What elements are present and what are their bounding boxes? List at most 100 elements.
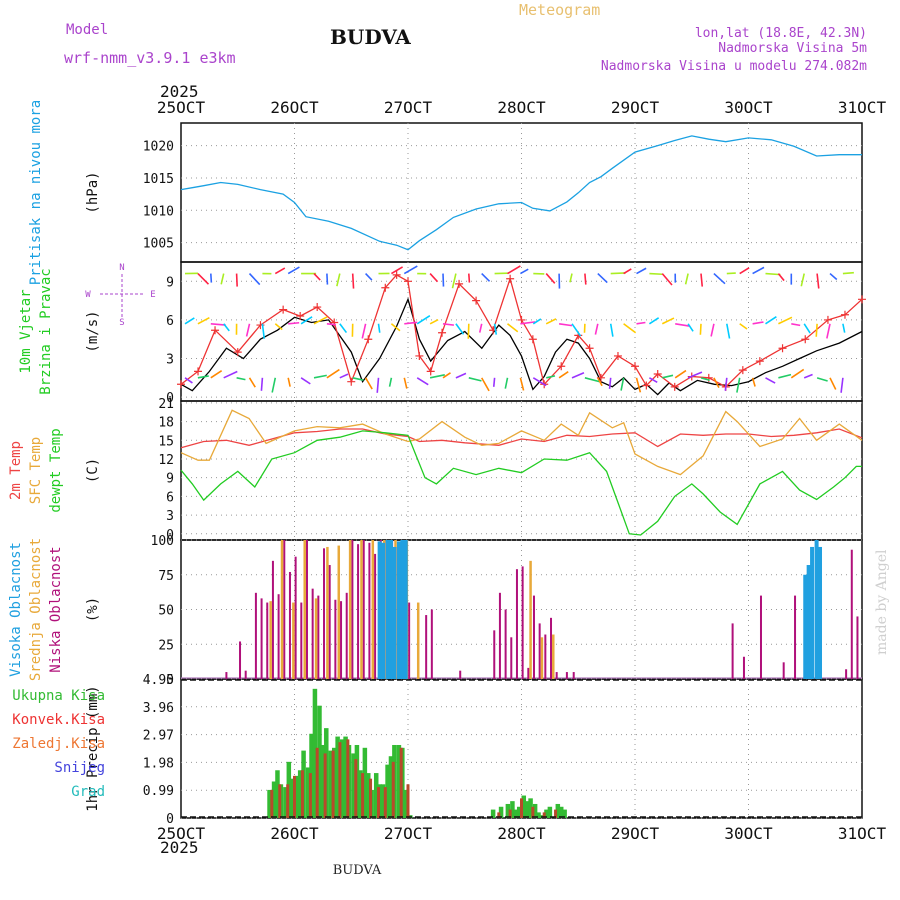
wind-barb: [532, 377, 547, 387]
meteogram-label: Meteogram: [519, 1, 600, 19]
legend-label-temperature: SFC Temp: [28, 437, 44, 504]
bar-cloud: [552, 634, 555, 679]
y-tick-label-temperature: 15: [158, 434, 174, 449]
bar-precip: [305, 767, 311, 818]
bar-precip: [396, 744, 402, 818]
wind-barb: [840, 377, 844, 393]
gust-marker: [438, 328, 447, 337]
legend-label-temperature: dewpt Temp: [48, 428, 64, 512]
model-name: wrf-nmm_v3.9.1 e3km: [64, 49, 236, 67]
bar-precip: [555, 803, 561, 818]
bar-cloud: [845, 669, 848, 679]
y-tick-label-precip: 4.95: [143, 673, 174, 688]
bar-cloud: [396, 541, 401, 679]
legend-label-cloud: Visoka Oblacnost: [8, 542, 24, 677]
bar-cloud: [254, 592, 257, 679]
wind-barb: [245, 323, 251, 337]
series-line-wind: [180, 274, 863, 388]
gust-marker: [557, 362, 566, 371]
bar-precip: [520, 798, 523, 818]
time-tick-label-bottom: 31OCT: [838, 824, 887, 843]
bar-precip: [536, 812, 541, 818]
gust-marker: [738, 366, 747, 375]
bar-cloud: [782, 662, 785, 679]
wind-barb: [300, 316, 313, 325]
bar-cloud: [550, 617, 553, 679]
bar-precip: [388, 756, 394, 818]
direction-legend: N W E S: [85, 263, 155, 328]
y-tick-label-temperature: 18: [158, 416, 174, 431]
wind-barb: [584, 273, 587, 285]
gust-marker: [177, 380, 185, 389]
wind-barb: [635, 377, 642, 393]
year-top: 2025: [160, 82, 199, 101]
wind-barb: [184, 377, 193, 384]
bar-precip: [317, 705, 322, 818]
gust-marker: [313, 303, 322, 312]
bar-cloud: [814, 540, 819, 679]
gust-marker: [279, 305, 288, 314]
wind-barb: [455, 372, 467, 379]
time-tick-label-bottom: 26OCT: [270, 824, 319, 843]
bar-cloud: [540, 637, 544, 679]
bar-cloud: [759, 595, 762, 679]
wind-barb: [274, 323, 283, 331]
bar-cloud: [416, 602, 420, 679]
bar-precip: [267, 789, 272, 818]
bar-cloud: [277, 594, 280, 679]
y-tick-label-pressure: 1020: [143, 140, 174, 155]
bar-cloud: [555, 672, 558, 679]
wind-barb: [468, 273, 471, 283]
wind-barb: [608, 377, 612, 389]
wind-barb: [751, 377, 756, 387]
wind-barb: [429, 318, 439, 325]
wind-barb: [493, 323, 498, 335]
wind-barb: [364, 377, 373, 390]
wind-barb: [597, 377, 603, 387]
wind-barb: [829, 272, 838, 281]
direction-north: N: [119, 263, 124, 273]
gust-marker: [472, 296, 481, 305]
gust-marker: [840, 310, 849, 319]
y-tick-label-cloud: 50: [158, 604, 174, 619]
bar-cloud: [303, 540, 306, 679]
bar-precip: [328, 750, 334, 818]
wind-barb: [649, 377, 658, 383]
bar-cloud: [348, 540, 352, 679]
bar-precip: [490, 809, 496, 818]
y-axis-label-pressure: (hPa): [85, 171, 101, 213]
wind-barb: [404, 321, 418, 325]
wind-barb: [816, 273, 820, 289]
bar-precip: [300, 770, 304, 818]
bar-cloud: [806, 565, 811, 679]
bar-cloud: [374, 553, 377, 679]
y-axis-label-wind: (m/s): [85, 310, 101, 352]
series-line-temperature: [180, 409, 863, 476]
bar-cloud: [280, 540, 284, 679]
bar-cloud: [504, 609, 507, 679]
wind-barb: [700, 377, 710, 382]
bar-cloud: [400, 540, 405, 679]
bar-cloud: [328, 565, 331, 679]
wind-barb: [339, 323, 348, 334]
legend-label-cloud: Srednja Oblacnost: [28, 538, 44, 681]
bar-precip: [403, 789, 408, 818]
bar-precip: [278, 784, 282, 818]
wind-barb: [481, 377, 490, 392]
wind-barb: [467, 323, 470, 339]
bar-cloud: [340, 601, 343, 679]
wind-barb: [520, 321, 536, 325]
wind-barb: [803, 373, 813, 379]
gust-marker: [392, 270, 401, 279]
wind-barb: [739, 323, 748, 330]
wind-barb: [377, 323, 381, 333]
wind-barb: [546, 375, 556, 379]
y-tick-label-pressure: 1015: [143, 172, 174, 187]
wind-barb: [210, 273, 213, 283]
bar-cloud: [294, 556, 297, 679]
legend-label-precip: Konvek.Kisa: [12, 712, 105, 728]
wind-barb: [326, 273, 329, 285]
y-tick-label-pressure: 1010: [143, 204, 174, 219]
gust-marker: [778, 344, 787, 353]
side-labels: Pritisak na nivou mora 10m Vjetar Brzina i…: [8, 100, 156, 800]
